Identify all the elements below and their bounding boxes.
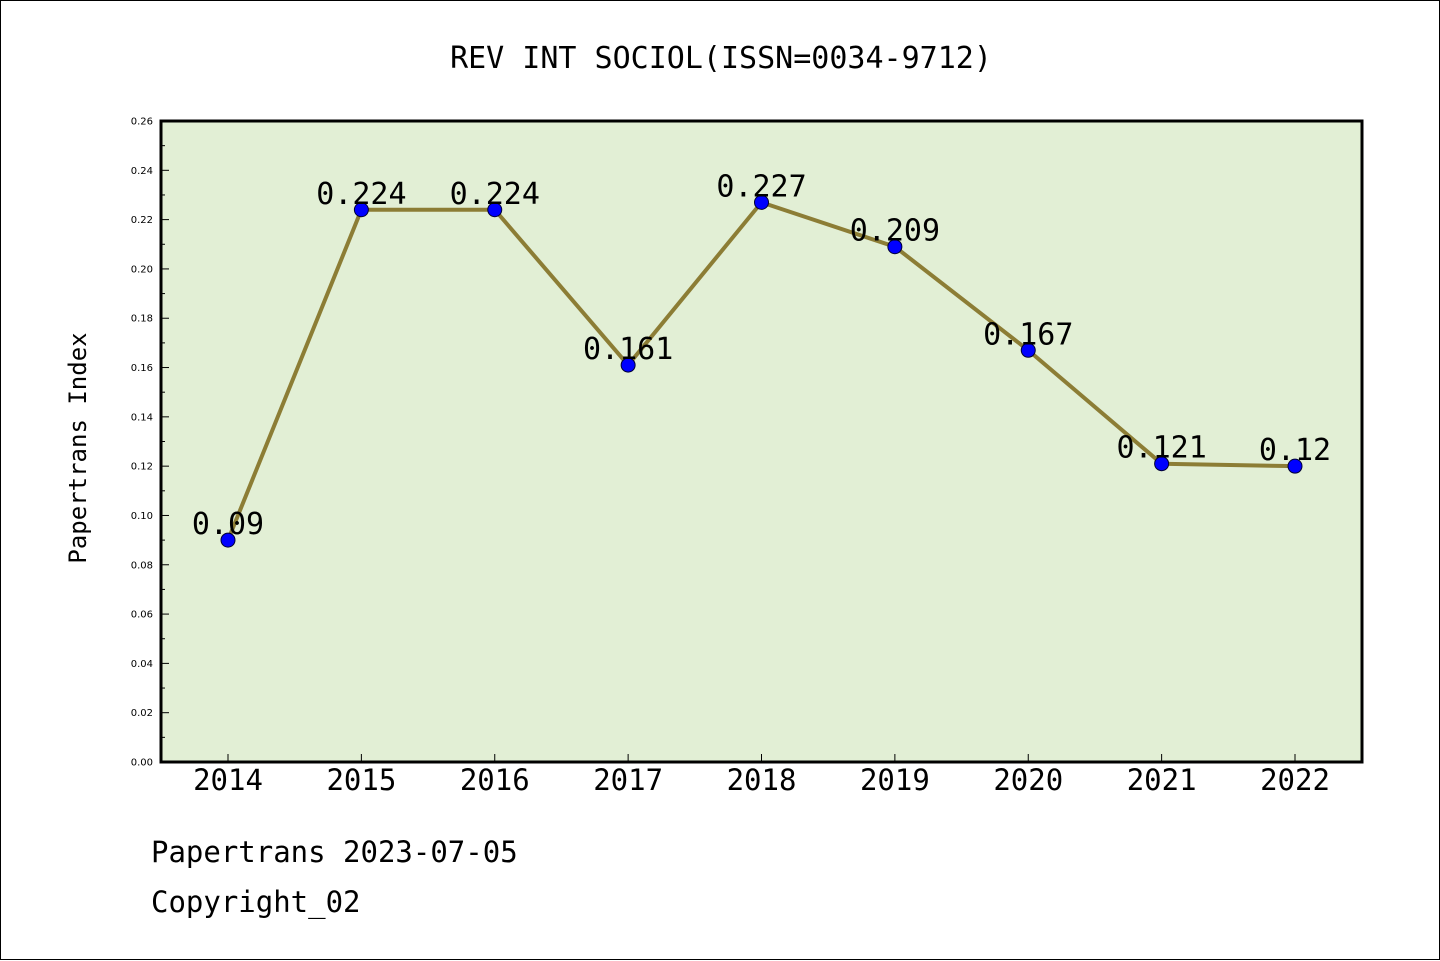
x-axis: 2014 2015 2016 2017 2018 2019 2020 2021 2022 bbox=[193, 754, 1330, 797]
y-tick-label: 0.06 bbox=[131, 610, 153, 621]
y-tick-label: 0.08 bbox=[131, 560, 153, 571]
x-tick-label: 2020 bbox=[993, 763, 1063, 797]
data-point bbox=[1287, 458, 1303, 474]
y-tick-label: 0.12 bbox=[131, 462, 153, 473]
y-tick-label: 0.02 bbox=[131, 708, 153, 719]
data-label: 0.167 bbox=[983, 317, 1073, 352]
data-point bbox=[353, 202, 369, 218]
data-point bbox=[1020, 342, 1036, 358]
data-point bbox=[620, 357, 636, 373]
series-group: 0.09 0.224 0.224 0.161 0.227 0.209 0.167 0.121 0… bbox=[192, 169, 1331, 548]
y-tick-label: 0.10 bbox=[131, 511, 153, 522]
footer-copyright-text: Copyright_02 bbox=[151, 885, 361, 919]
y-axis: 0.00 0.02 0.04 0.06 0.08 0.10 0.12 0.14 0.16 0.18… bbox=[131, 117, 169, 769]
data-label: 0.161 bbox=[583, 332, 673, 367]
x-tick-label: 2017 bbox=[593, 763, 663, 797]
x-tick-label: 2018 bbox=[727, 763, 797, 797]
y-axis-label: Papertrans Index bbox=[64, 332, 92, 563]
data-point bbox=[220, 532, 236, 548]
data-label: 0.224 bbox=[316, 177, 406, 212]
data-point bbox=[1154, 456, 1170, 472]
data-point bbox=[487, 202, 503, 218]
y-tick-label: 0.00 bbox=[131, 758, 153, 769]
data-point bbox=[754, 194, 769, 210]
x-tick-label: 2021 bbox=[1127, 763, 1197, 797]
y-tick-label: 0.20 bbox=[131, 264, 153, 275]
data-label: 0.224 bbox=[450, 177, 540, 212]
y-tick-label: 0.26 bbox=[131, 117, 153, 128]
data-point bbox=[887, 239, 903, 255]
data-label: 0.12 bbox=[1259, 433, 1331, 468]
data-label: 0.121 bbox=[1116, 431, 1206, 466]
y-tick-label: 0.04 bbox=[131, 659, 153, 670]
y-tick-label: 0.18 bbox=[131, 314, 153, 325]
data-label: 0.209 bbox=[850, 214, 940, 249]
x-tick-label: 2014 bbox=[193, 763, 263, 797]
y-tick-label: 0.24 bbox=[131, 166, 153, 177]
x-tick-label: 2022 bbox=[1260, 763, 1330, 797]
x-tick-label: 2016 bbox=[460, 763, 530, 797]
data-label: 0.09 bbox=[192, 507, 264, 542]
y-tick-label: 0.14 bbox=[131, 412, 153, 423]
data-label: 0.227 bbox=[716, 169, 806, 204]
plot-area bbox=[159, 119, 1364, 764]
y-tick-label: 0.16 bbox=[131, 363, 153, 374]
footer-date-text: Papertrans 2023-07-05 bbox=[151, 835, 518, 869]
y-tick-label: 0.22 bbox=[131, 215, 153, 226]
x-tick-label: 2019 bbox=[860, 763, 930, 797]
x-tick-label: 2015 bbox=[326, 763, 396, 797]
chart-title: REV INT SOCIOL(ISSN=0034-9712) bbox=[450, 41, 992, 76]
